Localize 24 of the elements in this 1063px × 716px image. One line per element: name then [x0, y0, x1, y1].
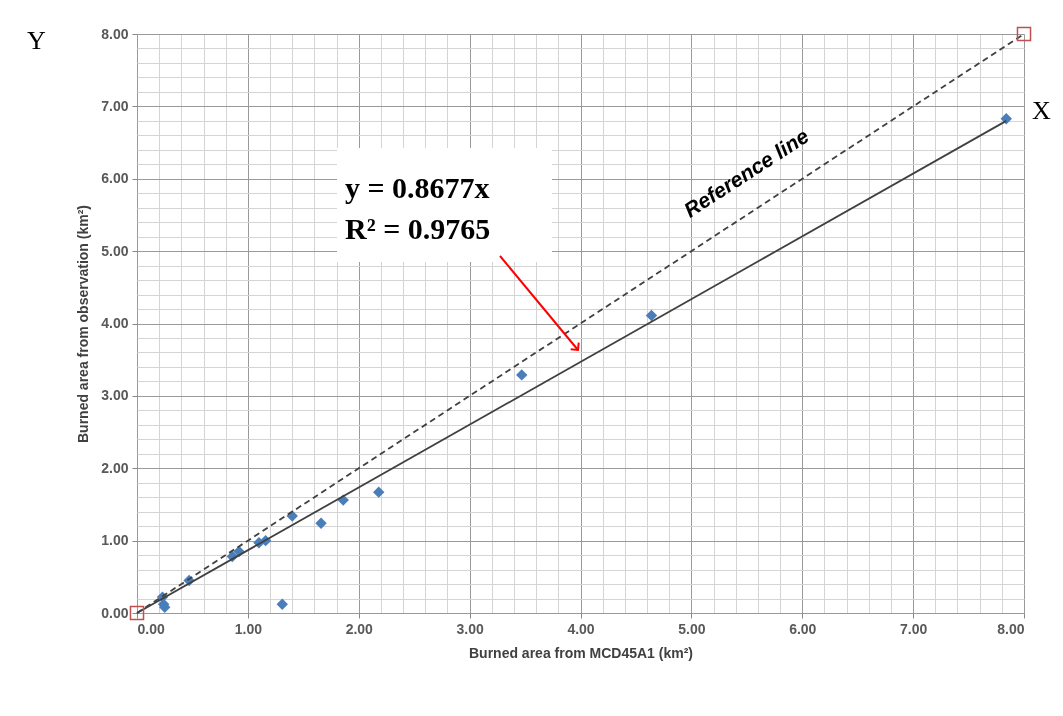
x-tick-label: 7.00 — [900, 620, 928, 637]
y-tick-label: 2.00 — [101, 459, 129, 476]
y-tick-label: 6.00 — [101, 170, 129, 187]
x-tick-label: 0.00 — [137, 620, 165, 637]
annotation: R² = 0.9765 — [345, 212, 491, 245]
x-tick-label: 5.00 — [678, 620, 706, 637]
text: X — [1032, 96, 1051, 125]
y-tick-label: 5.00 — [101, 242, 129, 259]
x-tick-label: 8.00 — [997, 620, 1025, 637]
x-tick-label: 2.00 — [345, 620, 374, 637]
x-axis-title: Burned area from MCD45A1 (km²) — [468, 644, 694, 661]
y-tick-label: 1.00 — [101, 532, 129, 549]
x-tick-label: 1.00 — [234, 620, 263, 637]
x-tick-label: 6.00 — [789, 620, 817, 637]
text: Y — [27, 26, 46, 55]
x-tick-label: 3.00 — [456, 620, 484, 637]
x-tick-label: 4.00 — [567, 620, 595, 637]
annotation: y = 0.8677x — [345, 171, 490, 204]
y-axis-title: Burned area from observation (km²) — [75, 204, 92, 444]
y-tick-label: 0.00 — [101, 604, 129, 621]
y-tick-label: 7.00 — [101, 97, 129, 114]
y-tick-label: 4.00 — [101, 315, 129, 331]
y-tick-label: 8.00 — [101, 25, 129, 42]
y-tick-label: 3.00 — [101, 387, 129, 404]
